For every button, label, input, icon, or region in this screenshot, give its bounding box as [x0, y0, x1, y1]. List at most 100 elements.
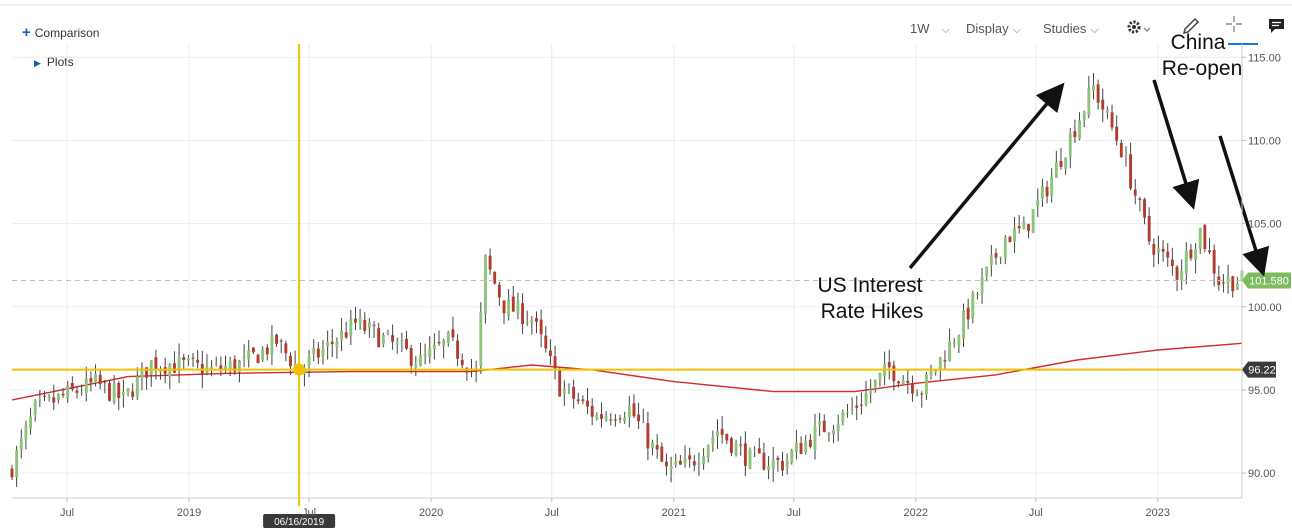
candle-body — [108, 383, 111, 401]
interval-dropdown[interactable]: 1W ⌵ — [910, 21, 950, 37]
candle-body — [1087, 87, 1091, 115]
candle-body — [177, 356, 181, 371]
axes: 115.00 110.00 105.00 100.00 95.00 90.00 Jul 201… — [12, 44, 1282, 519]
candle-body — [706, 445, 710, 458]
candle-body — [627, 405, 631, 418]
candle-body — [70, 382, 74, 390]
y-tick-label: 115.00 — [1248, 52, 1281, 64]
candle-body — [367, 322, 371, 329]
candle-body — [98, 374, 102, 385]
candle-body — [196, 359, 200, 363]
candle-body — [61, 393, 65, 396]
candle-body — [182, 357, 186, 360]
candle-body — [637, 414, 641, 422]
comments-button[interactable] — [1267, 17, 1287, 40]
candle-body — [358, 317, 362, 325]
candle-body — [1221, 282, 1225, 284]
candle-body — [1003, 237, 1007, 258]
candle-body — [864, 392, 868, 405]
candle-body — [140, 367, 144, 379]
candle-body — [210, 366, 214, 369]
settings-button[interactable] — [1126, 18, 1154, 43]
x-tick-label: 2020 — [419, 507, 443, 519]
candle-body — [1143, 199, 1146, 218]
candle-body — [623, 417, 627, 422]
crosshair-price-label: 96.22 — [1248, 365, 1276, 377]
candle-body — [906, 380, 910, 383]
candle-body — [335, 341, 339, 347]
x-tick-label: Jul — [60, 507, 74, 519]
candle-body — [326, 341, 330, 347]
candle-body — [832, 429, 835, 435]
candle-body — [827, 432, 831, 435]
candle-body — [757, 448, 761, 454]
candle-body — [1040, 186, 1044, 199]
candle-body — [901, 380, 905, 385]
candle-body — [1101, 99, 1105, 110]
annotation-rate-hikes-line2: Rate Hikes — [821, 300, 924, 323]
candle-body — [943, 359, 947, 362]
candle-body — [414, 364, 418, 368]
candle-body — [535, 318, 538, 322]
candle-body — [38, 398, 42, 400]
candle-body — [869, 389, 873, 394]
candle-body — [521, 303, 525, 325]
candle-body — [697, 462, 701, 465]
candle-body — [952, 343, 956, 345]
crosshair-point — [293, 363, 306, 376]
candle-body — [1189, 249, 1193, 259]
candle-body — [75, 390, 79, 393]
candle-body — [938, 357, 942, 369]
candle-body — [1194, 249, 1198, 261]
candle-body — [688, 455, 692, 460]
candle-body — [233, 359, 237, 372]
candle-body — [1096, 84, 1100, 103]
candle-body — [655, 444, 659, 450]
candle-body — [224, 365, 227, 370]
candle-body — [1110, 112, 1114, 128]
draw-tool-button[interactable] — [1180, 15, 1202, 42]
candle-body — [1073, 131, 1077, 138]
candle-body — [432, 344, 436, 349]
candle-body — [316, 348, 320, 358]
candle-body — [850, 408, 854, 410]
candle-body — [451, 329, 455, 338]
candle-body — [1161, 248, 1165, 252]
candle-body — [962, 310, 965, 339]
display-dropdown[interactable]: Display ⌵ — [966, 21, 1021, 37]
candle-body — [89, 378, 93, 383]
crosshair-button[interactable] — [1224, 14, 1244, 39]
crosshair-date-label: 06/16/2019 — [274, 517, 324, 528]
candle-body — [576, 399, 580, 402]
candle-body — [924, 374, 928, 395]
candle-body — [581, 399, 585, 401]
y-tick-label: 90.00 — [1248, 468, 1276, 480]
candle-body — [771, 459, 775, 469]
candle-body — [391, 335, 395, 342]
candle-body — [1124, 154, 1128, 156]
active-tool-indicator — [1228, 43, 1258, 45]
candle-body — [790, 451, 794, 463]
display-label: Display — [966, 21, 1009, 36]
moving-average-layer — [11, 342, 1243, 401]
add-comparison-button[interactable]: + Comparison — [22, 24, 99, 41]
candle-body — [1008, 236, 1012, 243]
candle-body — [799, 443, 803, 454]
candle-body — [261, 348, 265, 361]
candle-body — [841, 411, 845, 422]
candle-body — [711, 437, 715, 445]
x-tick-label: 2021 — [662, 507, 686, 519]
moving-average-line — [11, 342, 1243, 401]
candle-body — [405, 338, 408, 349]
candle-body — [915, 394, 919, 396]
candle-body — [456, 340, 460, 359]
studies-dropdown[interactable]: Studies ⌵ — [1043, 21, 1099, 37]
y-tick-label: 100.00 — [1248, 302, 1282, 314]
candle-body — [846, 411, 849, 413]
candle-body — [971, 292, 975, 319]
candle-body — [442, 340, 446, 346]
candle-body — [437, 341, 441, 344]
candle-body — [242, 356, 246, 359]
candle-body — [340, 330, 343, 341]
